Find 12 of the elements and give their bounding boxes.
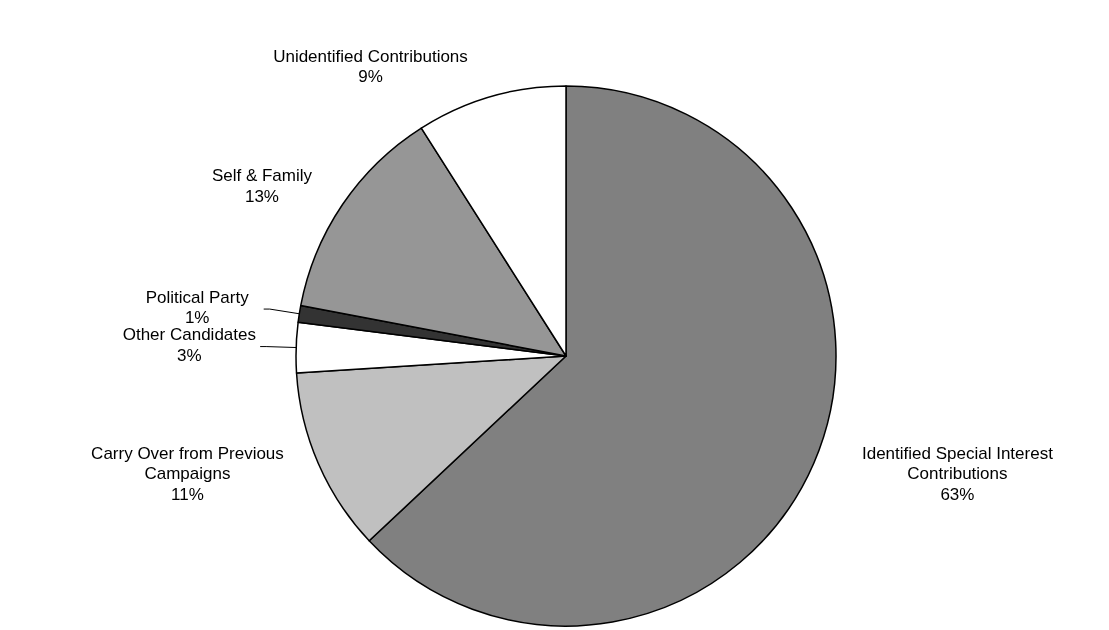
data-label: 3% xyxy=(177,346,202,366)
slice-label: Identified Special Interest Contributions xyxy=(861,444,1054,484)
slice-label: Other Candidates xyxy=(122,325,256,345)
data-label: 63% xyxy=(940,485,975,505)
slice-label: Political Party xyxy=(145,288,250,308)
slice-label: Self & Family xyxy=(211,166,313,186)
slice-label: Unidentified Contributions xyxy=(273,47,468,67)
data-label: 11% xyxy=(171,485,204,505)
data-label: 13% xyxy=(244,187,279,207)
data-label: 9% xyxy=(358,67,383,87)
slice-label: Carry Over from Previous Campaigns xyxy=(91,444,284,484)
data-label: 1% xyxy=(184,308,210,328)
